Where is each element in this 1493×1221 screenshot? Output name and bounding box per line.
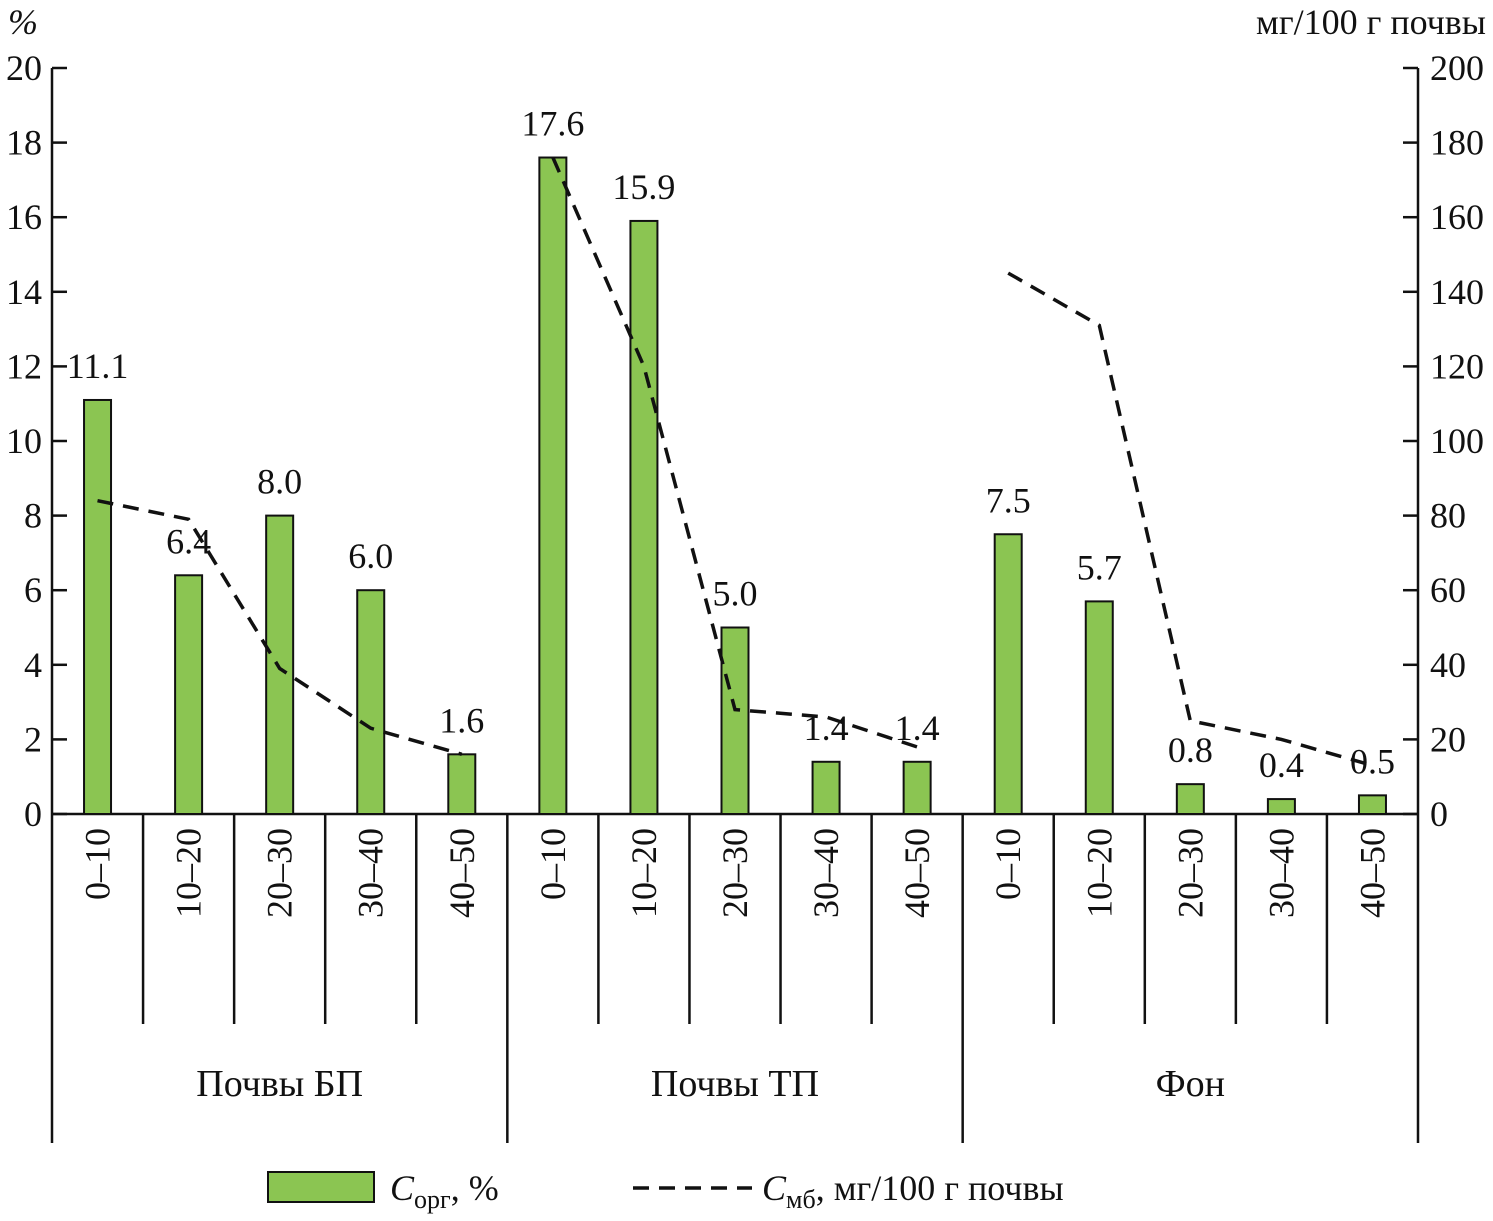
bar <box>1175 783 1205 815</box>
left-tick-label: 10 <box>6 421 42 461</box>
depth-label: 20–30 <box>260 828 300 918</box>
bar <box>629 219 659 815</box>
left-tick-label: 4 <box>24 645 42 685</box>
depth-label: 20–30 <box>1170 828 1210 918</box>
right-tick-label: 40 <box>1430 645 1466 685</box>
bar-value-label: 5.7 <box>1077 547 1122 587</box>
line-segment <box>551 156 918 749</box>
bar-value-label: 1.4 <box>804 708 849 748</box>
bar <box>356 589 386 816</box>
bar-value-label: 0.8 <box>1168 730 1213 770</box>
legend-swatch-bar <box>267 1171 375 1203</box>
bar <box>83 398 113 815</box>
axes: 0246810121416182002040608010012014016018… <box>6 2 1486 1143</box>
left-tick-label: 12 <box>6 346 42 386</box>
bar-value-label: 1.4 <box>895 708 940 748</box>
depth-label: 0–10 <box>78 828 118 900</box>
line-segment <box>1007 271 1373 768</box>
bar <box>174 574 204 816</box>
bar <box>1084 600 1114 816</box>
line-segment <box>97 498 463 756</box>
left-tick-label: 14 <box>6 272 42 312</box>
right-tick-label: 60 <box>1430 570 1466 610</box>
left-tick-label: 2 <box>24 719 42 759</box>
left-tick-label: 20 <box>6 48 42 88</box>
right-tick-label: 160 <box>1430 197 1484 237</box>
depth-label: 10–20 <box>169 828 209 918</box>
right-axis-unit: мг/100 г почвы <box>1256 2 1486 42</box>
legend-label-cmb: Cмб, мг/100 г почвы <box>762 1168 1064 1214</box>
group-label: Фон <box>1156 1063 1225 1105</box>
bar-value-label: 1.6 <box>439 700 484 740</box>
bar-value-label: 6.0 <box>348 536 393 576</box>
bar <box>538 156 568 815</box>
bar-value-label: 17.6 <box>521 104 584 144</box>
bar-value-label: 15.9 <box>612 167 675 207</box>
depth-label: 30–40 <box>806 828 846 918</box>
bar-value-labels: 11.1 6.4 8.0 6.0 1.6 17.6 15.9 5.0 1.4 1.4 7.5 5.7 0… <box>67 104 1395 786</box>
legend: Cорг, % Cмб, мг/100 г почвы <box>267 1168 1064 1214</box>
right-tick-label: 120 <box>1430 346 1484 386</box>
right-tick-label: 180 <box>1430 123 1484 163</box>
bar-value-label: 7.5 <box>986 480 1031 520</box>
category-axis: 0–10 10–20 20–30 30–40 40–50 Почвы БП 0–10 10–2… <box>78 814 1392 1143</box>
right-tick-label: 140 <box>1430 272 1484 312</box>
depth-label: 40–50 <box>897 828 937 918</box>
group-label: Почвы ТП <box>651 1063 819 1105</box>
bar <box>811 760 841 816</box>
depth-label: 20–30 <box>715 828 755 918</box>
depth-label: 0–10 <box>533 828 573 900</box>
right-tick-label: 200 <box>1430 48 1484 88</box>
depth-label: 10–20 <box>624 828 664 918</box>
bar-value-label: 5.0 <box>713 574 758 614</box>
bar <box>993 533 1023 815</box>
bar-value-label: 0.4 <box>1259 745 1304 785</box>
depth-label: 40–50 <box>442 828 482 918</box>
depth-label: 30–40 <box>1261 828 1301 918</box>
group-label: Почвы БП <box>196 1063 363 1105</box>
bar <box>720 626 750 815</box>
right-tick-label: 0 <box>1430 794 1448 834</box>
bar <box>1266 798 1296 816</box>
left-tick-label: 0 <box>24 794 42 834</box>
bar <box>1357 794 1387 815</box>
bar <box>902 760 932 816</box>
left-tick-label: 18 <box>6 123 42 163</box>
left-tick-label: 16 <box>6 197 42 237</box>
bar <box>447 753 477 816</box>
depth-label: 40–50 <box>1352 828 1392 918</box>
depth-label: 30–40 <box>351 828 391 918</box>
bar <box>265 514 295 815</box>
line-cmb <box>97 156 1373 768</box>
right-tick-label: 80 <box>1430 496 1466 536</box>
bars-corg <box>83 156 1387 816</box>
left-axis-unit: % <box>8 2 38 42</box>
depth-label: 0–10 <box>988 828 1028 900</box>
bar-value-label: 0.5 <box>1350 741 1395 781</box>
depth-label: 10–20 <box>1079 828 1119 918</box>
right-tick-label: 20 <box>1430 719 1466 759</box>
bar-value-label: 6.4 <box>166 521 211 561</box>
right-tick-label: 100 <box>1430 421 1484 461</box>
bar-value-label: 8.0 <box>257 462 302 502</box>
left-tick-label: 6 <box>24 570 42 610</box>
left-tick-label: 8 <box>24 496 42 536</box>
bar-value-label: 11.1 <box>67 346 129 386</box>
legend-label-corg: Cорг, % <box>390 1168 499 1214</box>
